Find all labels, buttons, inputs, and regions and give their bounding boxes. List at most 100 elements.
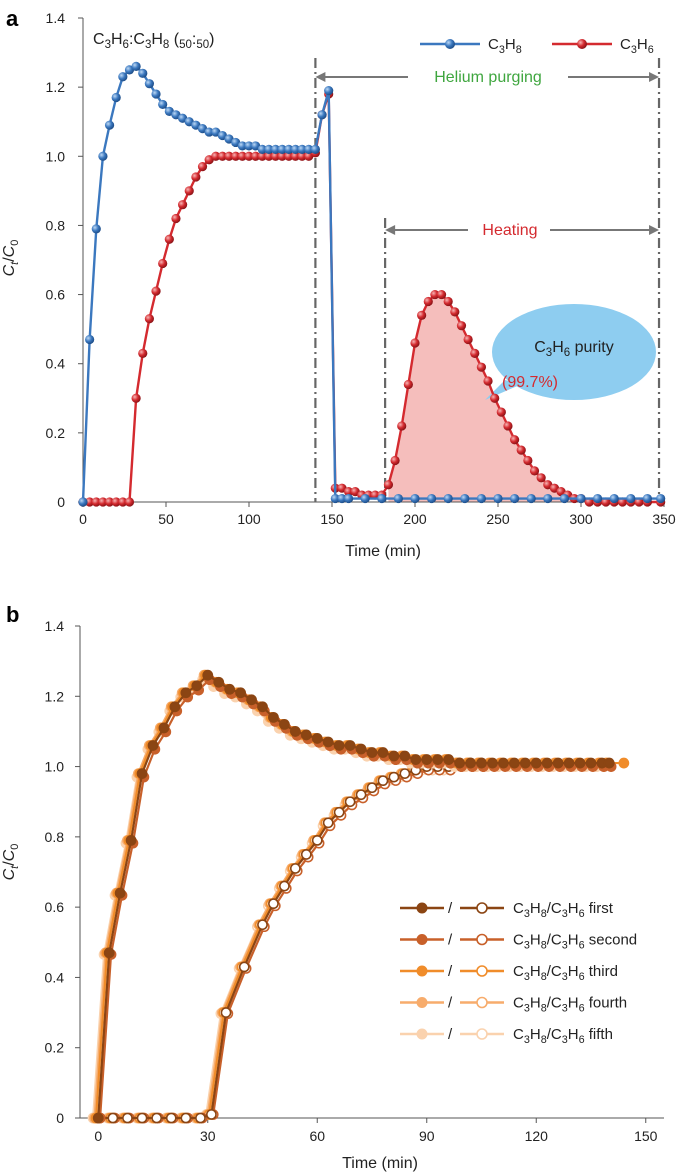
y-tick-label: 1.2 xyxy=(45,688,65,704)
data-point-C3H8 xyxy=(509,493,520,504)
data-point-c3h6-first xyxy=(220,1007,232,1018)
x-axis-label: Time (min) xyxy=(342,1155,418,1172)
helium-arrow-head-left xyxy=(315,72,326,82)
data-point-C3H6 xyxy=(529,466,540,476)
legend-marker-filled-fifth xyxy=(416,1028,428,1040)
data-point-C3H8 xyxy=(626,493,636,504)
series-line-c3h8-third xyxy=(94,673,624,1119)
data-point-c3h8-first xyxy=(344,740,356,751)
axis-frame xyxy=(79,626,664,1119)
data-point-C3H8 xyxy=(158,99,168,110)
purity-label: C3H6 purity xyxy=(534,339,614,359)
data-point-C3H8 xyxy=(118,72,128,82)
y-tick-label: 0.8 xyxy=(45,829,65,845)
x-tick-label: 0 xyxy=(79,511,87,527)
data-point-C3H6 xyxy=(297,151,307,161)
data-point-C3H6 xyxy=(523,455,533,466)
data-point-C3H6 xyxy=(410,338,420,348)
panel-a-label: a xyxy=(6,6,19,31)
legend-separator: / xyxy=(448,995,453,1012)
data-point-C3H8 xyxy=(609,493,619,504)
x-tick-label: 90 xyxy=(419,1128,435,1144)
data-point-C3H6 xyxy=(403,379,413,390)
data-point-C3H6 xyxy=(111,497,121,507)
x-tick-label: 0 xyxy=(94,1128,102,1144)
data-point-C3H6 xyxy=(224,151,234,161)
legend-marker-filled-first xyxy=(416,902,428,914)
data-point-C3H6 xyxy=(138,348,148,358)
data-point-C3H6 xyxy=(104,497,115,507)
data-point-C3H6 xyxy=(144,314,154,324)
data-point-C3H6 xyxy=(423,296,433,307)
data-point-C3H6 xyxy=(443,296,453,307)
x-tick-label: 150 xyxy=(634,1128,658,1144)
heating-arrow-head-right xyxy=(649,225,660,235)
data-point-c3h8-first xyxy=(169,701,181,713)
data-point-C3H6 xyxy=(290,151,301,161)
data-point-C3H8 xyxy=(204,127,214,137)
data-point-C3H6 xyxy=(397,421,407,431)
data-point-c3h8-first xyxy=(202,669,214,681)
x-tick-label: 30 xyxy=(200,1128,216,1144)
legend-label-fifth: C3H8/C3H6 fifth xyxy=(513,1026,613,1046)
heating-arrow-head-left xyxy=(385,225,396,235)
data-point-c3h8-first xyxy=(530,757,542,769)
data-point-c3h6-first xyxy=(238,961,250,973)
series-group xyxy=(87,669,630,1124)
y-tick-label: 1.0 xyxy=(45,759,65,775)
data-point-C3H8 xyxy=(310,144,320,154)
data-point-C3H6 xyxy=(470,348,480,358)
x-axis-ticks: 0 50 100 150 200 250 300 350 xyxy=(79,502,676,527)
data-point-C3H6 xyxy=(118,497,128,507)
data-point-c3h6-first xyxy=(377,775,389,787)
data-point-C3H8 xyxy=(656,493,666,504)
data-point-C3H6 xyxy=(217,151,228,161)
x-tick-label: 120 xyxy=(525,1128,549,1144)
legend-label-fourth: C3H8/C3H6 fourth xyxy=(513,995,627,1015)
data-point-C3H6 xyxy=(277,151,287,161)
data-point-c3h8-first xyxy=(508,757,520,769)
panel-b-chart: 0 30 60 90 120 150 0 0.2 0.4 0.6 0.8 1.0 1.2 1.4 / C3… xyxy=(45,618,664,1144)
data-point-C3H6 xyxy=(344,487,354,497)
helium-arrow-head-right xyxy=(649,72,660,82)
data-point-C3H6 xyxy=(171,213,181,224)
data-point-C3H6 xyxy=(85,497,95,507)
data-point-C3H8 xyxy=(138,68,148,78)
data-point-c3h8-first xyxy=(552,757,564,769)
data-point-c3h6-first xyxy=(388,771,400,783)
panel-b-label: b xyxy=(6,602,19,627)
heating-label: Heating xyxy=(482,222,537,239)
data-point-C3H6 xyxy=(131,393,141,403)
data-point-c3h8-first xyxy=(388,750,400,762)
data-point-c3h8-first xyxy=(235,687,246,699)
data-point-c3h8-first xyxy=(366,747,378,758)
data-point-C3H6 xyxy=(490,393,500,403)
data-point-c3h6-first xyxy=(165,1112,177,1124)
x-axis-ticks: 0 30 60 90 120 150 xyxy=(94,1118,658,1144)
legend-label-C3H8: C3H8 xyxy=(488,36,522,56)
data-point-C3H8 xyxy=(543,493,553,504)
data-point-c3h8-first xyxy=(268,711,279,723)
purity-fill xyxy=(388,294,615,502)
data-point-c3h6-first xyxy=(311,834,323,846)
legend-separator: / xyxy=(448,932,453,949)
data-point-c3h8-first xyxy=(541,757,553,769)
data-point-c3h8-first xyxy=(114,887,126,899)
y-tick-label: 1.4 xyxy=(45,618,65,634)
data-point-C3H8 xyxy=(344,493,354,504)
data-point-C3H6 xyxy=(516,445,526,455)
data-point-C3H6 xyxy=(463,334,473,345)
helium-purging-label: Helium purging xyxy=(434,69,542,86)
data-point-c3h8-first xyxy=(92,1112,104,1124)
legend-label-C3H6: C3H6 xyxy=(620,36,654,56)
data-point-C3H6 xyxy=(244,151,254,161)
legend-marker-filled-third xyxy=(416,965,428,977)
data-point-C3H6 xyxy=(496,407,506,417)
data-point-C3H8 xyxy=(264,144,274,154)
data-point-c3h8-first xyxy=(224,683,236,695)
data-point-c3h6-first xyxy=(300,849,312,860)
data-point-c3h8-first xyxy=(191,680,203,692)
data-point-c3h6-first xyxy=(344,796,356,808)
y-axis-ticks: 0 0.2 0.4 0.6 0.8 1.0 1.2 1.4 xyxy=(45,618,80,1126)
x-tick-label: 150 xyxy=(320,511,344,527)
